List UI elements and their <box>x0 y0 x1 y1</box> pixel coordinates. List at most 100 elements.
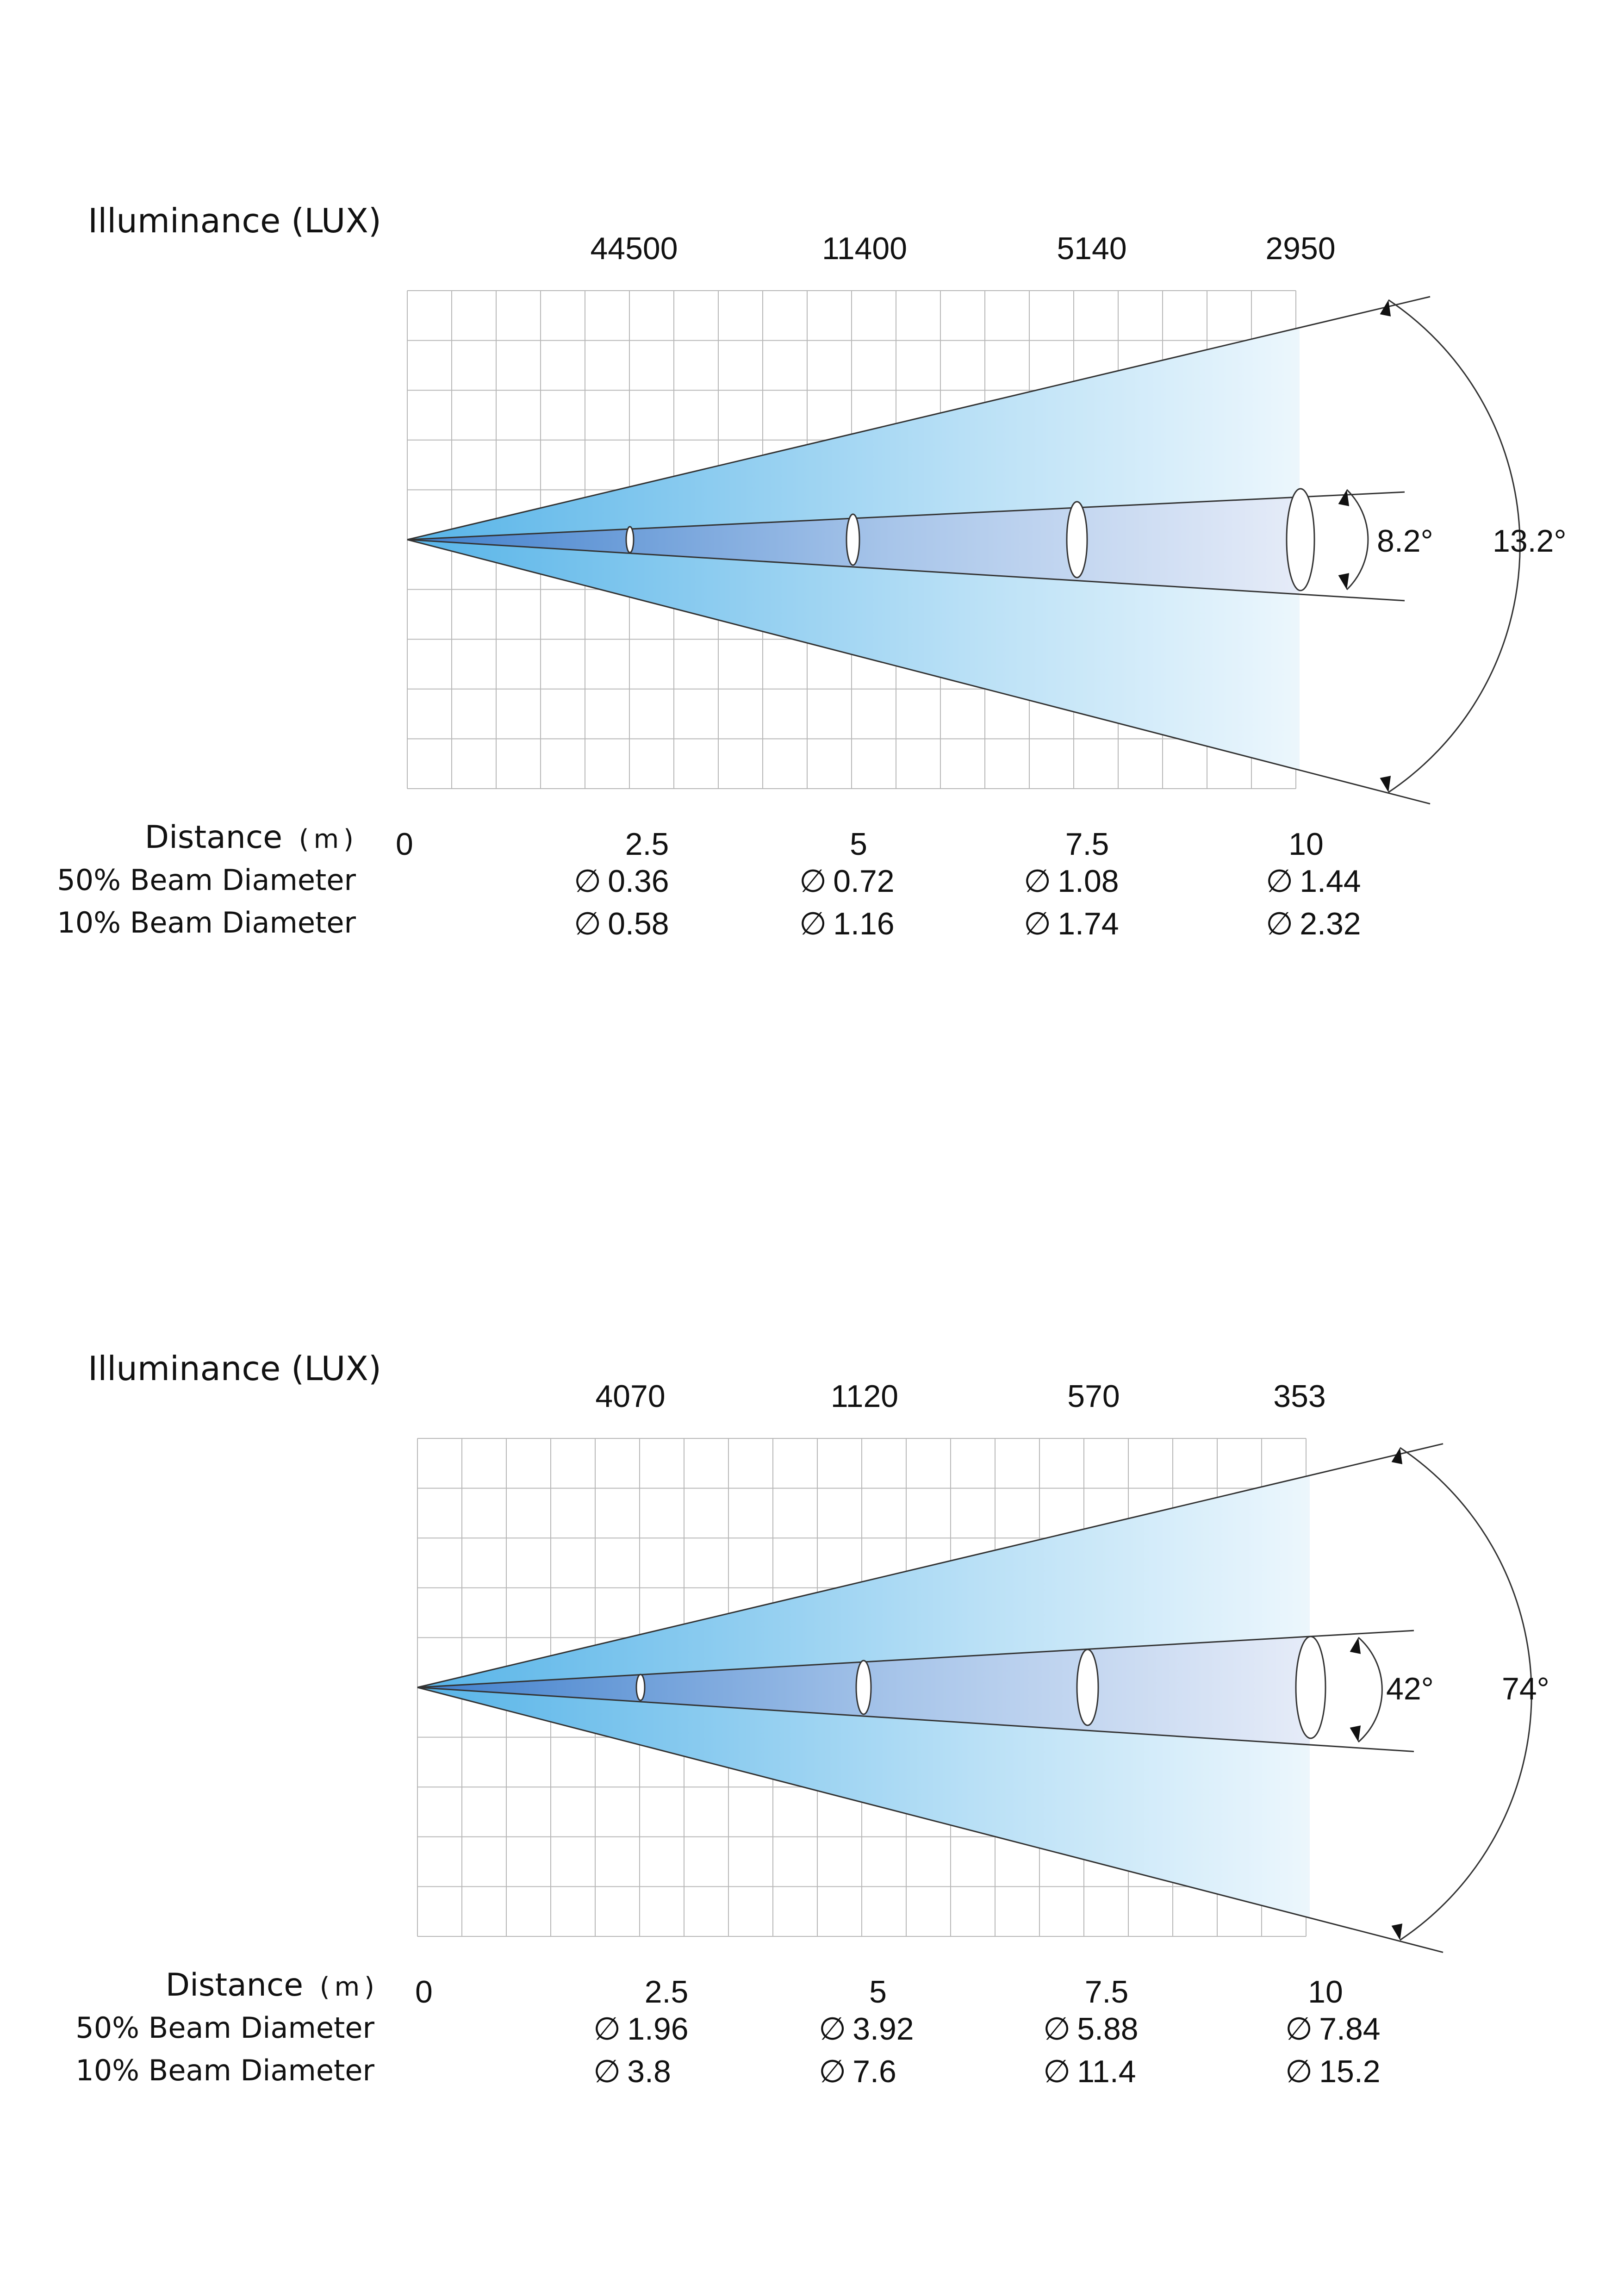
beam-ellipse <box>1066 501 1088 579</box>
arrowhead-icon <box>1338 490 1350 506</box>
diameter-icon: ∅ <box>593 2011 621 2047</box>
lux-value: 1120 <box>830 1379 899 1414</box>
beam50-value: ∅ 5.88 <box>1043 2011 1139 2047</box>
arrowhead-icon <box>1391 1448 1403 1464</box>
diameter-icon: ∅ <box>1024 906 1052 941</box>
distance-value: 2.5 <box>644 1974 689 2010</box>
distance-value: 10 <box>1308 1974 1343 2010</box>
beam10-value: ∅ 3.8 <box>593 2054 671 2089</box>
beam-ellipse <box>855 1660 872 1715</box>
diameter-icon: ∅ <box>1043 2054 1071 2089</box>
angle-arc <box>1358 1636 1383 1743</box>
diameter-icon: ∅ <box>1266 906 1294 941</box>
beam-cross-sections <box>635 1636 1326 1739</box>
arrowhead-icon <box>1350 1725 1361 1742</box>
beam-diagram-wide: Illuminance (LUX) 4070 1120 570 353 42° … <box>0 1148 1624 2212</box>
lux-value: 5140 <box>1057 231 1127 266</box>
diameter-icon: ∅ <box>799 864 827 899</box>
inner-angle-label: 42° <box>1386 1671 1434 1706</box>
distance-zero: 0 <box>396 827 413 862</box>
illuminance-title: Illuminance (LUX) <box>88 201 381 240</box>
beam-graphic <box>417 1438 1532 1953</box>
beam-edge-lines <box>417 1443 1444 1953</box>
inner-angle-label: 8.2° <box>1377 523 1433 559</box>
distance-title: Distance (m) <box>166 1967 379 2004</box>
beam-edge-line <box>417 1443 1444 1688</box>
beam-edge-line <box>417 1686 1444 1953</box>
beam10-value: ∅ 0.58 <box>574 906 669 941</box>
arrowhead-icon <box>1391 1923 1403 1940</box>
outer-angle-label: 13.2° <box>1493 523 1567 559</box>
beam-edge-line <box>407 491 1405 541</box>
diameter-icon: ∅ <box>574 864 602 899</box>
diameter-icon: ∅ <box>1285 2011 1313 2047</box>
beam-ellipse <box>1076 1649 1099 1726</box>
beam-ellipse <box>635 1674 646 1701</box>
beam-edge-line <box>407 539 1405 602</box>
beam-edge-line <box>407 296 1431 541</box>
diameter-icon: ∅ <box>1043 2011 1071 2047</box>
beam-cross-sections <box>625 488 1315 591</box>
arrowhead-icon <box>1350 1637 1361 1654</box>
arrowhead-icon <box>1380 776 1391 792</box>
distance-label: Distance <box>165 1967 304 2004</box>
beam10-row-label: 10% Beam Diameter <box>57 906 356 940</box>
diameter-icon: ∅ <box>819 2054 846 2089</box>
beam-ellipse <box>846 513 860 566</box>
beam10-value: ∅ 15.2 <box>1285 2054 1381 2089</box>
outer-angle-label: 74° <box>1502 1671 1549 1706</box>
angle-arc <box>1346 489 1369 591</box>
distance-zero: 0 <box>415 1974 433 2010</box>
diameter-icon: ∅ <box>799 906 827 941</box>
beam50-row-label: 50% Beam Diameter <box>75 2011 374 2045</box>
distance-value: 10 <box>1288 827 1324 862</box>
diameter-icon: ∅ <box>593 2054 621 2089</box>
arrowhead-icon <box>1380 300 1391 317</box>
angle-arc <box>1400 1447 1532 1941</box>
diameter-icon: ∅ <box>819 2011 846 2047</box>
diameter-icon: ∅ <box>1024 864 1052 899</box>
distance-value: 7.5 <box>1084 1974 1129 2010</box>
lux-value: 44500 <box>590 231 678 266</box>
beam10-value: ∅ 1.16 <box>799 906 895 941</box>
beam-edge-line <box>417 1686 1414 1752</box>
diameter-icon: ∅ <box>1266 864 1294 899</box>
lux-value: 2950 <box>1265 231 1336 266</box>
beam50-value: ∅ 1.44 <box>1266 864 1361 899</box>
angle-arc <box>1388 299 1521 793</box>
angle-arcs <box>1350 1447 1532 1941</box>
beam10-value: ∅ 11.4 <box>1043 2054 1136 2089</box>
distance-value: 5 <box>850 827 867 862</box>
beam10-row-label: 10% Beam Diameter <box>75 2053 374 2087</box>
beam-ellipse <box>1286 488 1315 591</box>
lux-value: 353 <box>1273 1379 1326 1414</box>
beam50-value: ∅ 7.84 <box>1285 2011 1381 2047</box>
beam10-value: ∅ 1.74 <box>1024 906 1119 941</box>
beam-edge-line <box>417 1630 1414 1688</box>
beam50-value: ∅ 1.96 <box>593 2011 689 2047</box>
distance-value: 2.5 <box>625 827 669 862</box>
distance-title: Distance (m) <box>145 819 358 856</box>
diameter-icon: ∅ <box>1285 2054 1313 2089</box>
beam50-value: ∅ 3.92 <box>819 2011 914 2047</box>
distance-value: 7.5 <box>1065 827 1109 862</box>
beam10-value: ∅ 2.32 <box>1266 906 1361 941</box>
distance-value: 5 <box>869 1974 887 2010</box>
angle-arcs <box>1338 299 1521 793</box>
distance-label: Distance <box>144 819 283 856</box>
beam50-value: ∅ 0.72 <box>799 864 895 899</box>
beam10-value: ∅ 7.6 <box>819 2054 896 2089</box>
beam-edge-line <box>407 539 1431 805</box>
diameter-icon: ∅ <box>574 906 602 941</box>
lux-value: 570 <box>1067 1379 1120 1414</box>
distance-unit: (m) <box>299 824 358 854</box>
beam50-row-label: 50% Beam Diameter <box>57 863 356 897</box>
beam-diagram-narrow: Illuminance (LUX) 44500 11400 5140 2950 … <box>0 0 1624 1064</box>
beam50-value: ∅ 0.36 <box>574 864 669 899</box>
lux-value: 4070 <box>595 1379 666 1414</box>
beam-ellipse <box>625 526 635 554</box>
distance-unit: (m) <box>319 1972 379 2002</box>
lux-value: 11400 <box>821 231 908 266</box>
beam-ellipse <box>1295 1636 1326 1739</box>
beam50-value: ∅ 1.08 <box>1024 864 1119 899</box>
